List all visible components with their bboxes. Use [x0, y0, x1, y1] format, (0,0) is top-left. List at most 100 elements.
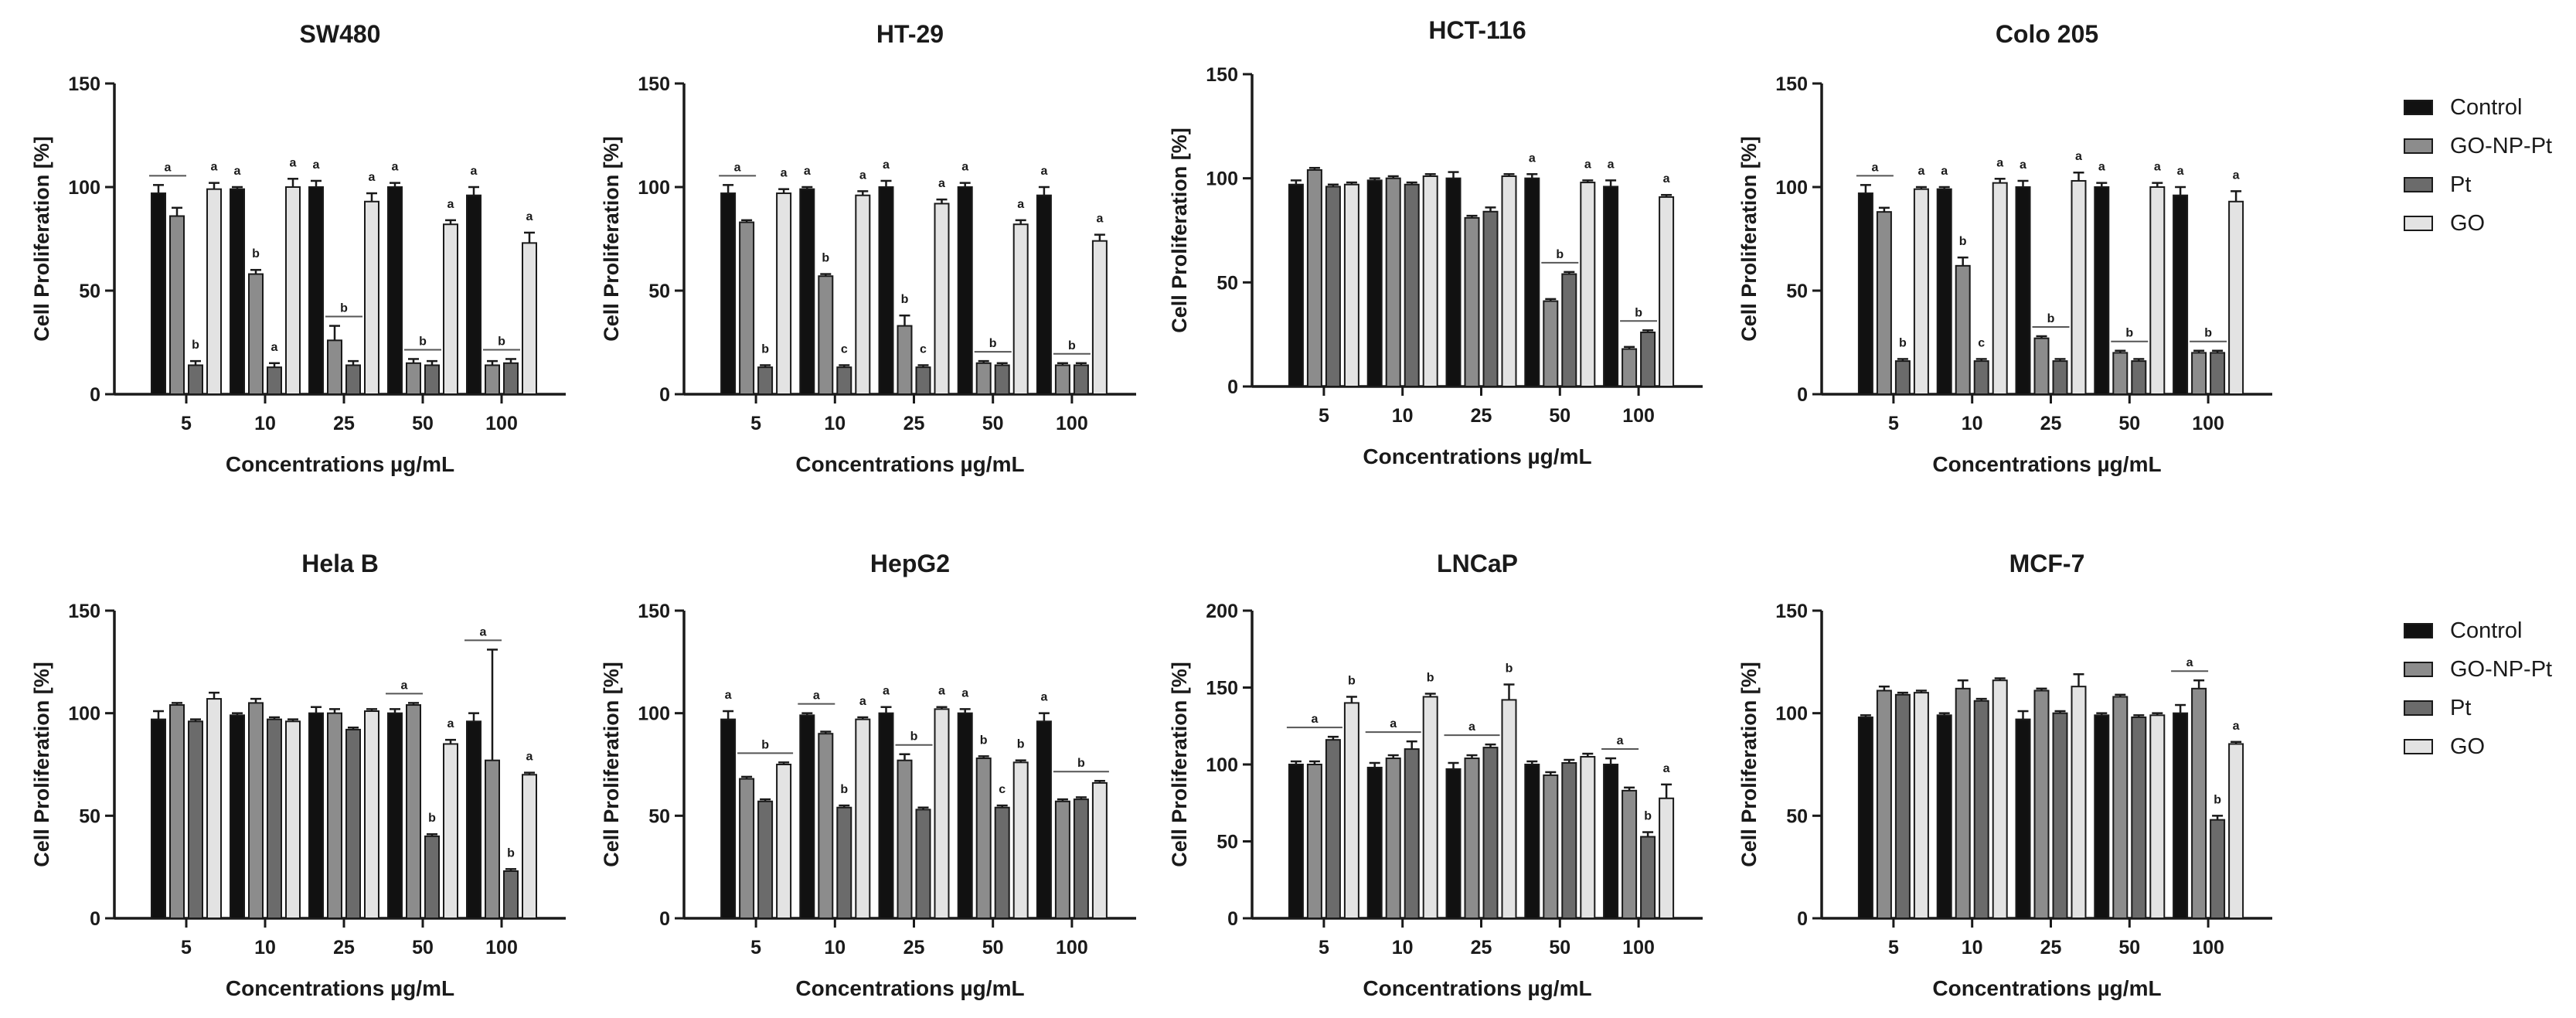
legend-top: Control GO-NP-Pt Pt GO	[2404, 91, 2570, 246]
bar-go	[443, 743, 458, 920]
x-tick-label: 25	[1471, 405, 1492, 427]
significance-letter: b	[428, 812, 436, 825]
legend-item-go: GO	[2404, 730, 2570, 769]
chart-title: SW480	[300, 20, 381, 48]
bar-pt	[2052, 360, 2068, 395]
significance-letter: b	[1068, 339, 1076, 352]
significance-letter: c	[1978, 336, 1985, 349]
legend-swatch-pt	[2404, 700, 2433, 716]
x-tick-label: 5	[750, 937, 761, 958]
chart-panel-hela-b: Hela B 0 50 100 150 Cell Proliferation [%] 5 10…	[30, 550, 566, 1000]
y-tick-label: 150	[68, 73, 100, 95]
bar-pt	[267, 718, 282, 919]
legend-item-pt: Pt	[2404, 169, 2570, 207]
bar-go	[1012, 223, 1029, 395]
x-tick-label: 5	[750, 413, 761, 434]
y-tick-label: 0	[1797, 908, 1808, 930]
y-tick-label: 100	[1206, 754, 1238, 776]
legend-swatch-go	[2404, 216, 2433, 231]
legend-swatch-go-np-pt	[2404, 138, 2433, 154]
x-tick-label: 25	[903, 413, 925, 434]
x-tick-label: 50	[2118, 937, 2140, 958]
significance-letter: b	[1635, 306, 1642, 319]
bar-control	[878, 186, 894, 395]
bar-go	[776, 192, 792, 395]
y-tick-label: 150	[1775, 73, 1808, 95]
significance-letter: a	[1096, 213, 1103, 226]
y-tick-label: 50	[1786, 805, 1808, 827]
significance-letter: b	[1959, 235, 1967, 248]
chart-title: HT-29	[876, 20, 944, 48]
bar-go-np-pt	[248, 702, 264, 920]
y-axis-label: Cell Proliferation [%]	[1168, 662, 1191, 867]
bar-go	[1913, 692, 1929, 920]
legend-label-pt: Pt	[2450, 696, 2472, 720]
significance-letter: a	[165, 161, 172, 174]
significance-letter: a	[211, 161, 218, 174]
bar-pt	[1561, 273, 1577, 387]
significance-letter: b	[192, 339, 199, 352]
significance-letter: a	[2075, 150, 2082, 163]
bar-go-np-pt	[1385, 758, 1401, 919]
bar-go	[2149, 186, 2166, 395]
y-tick-label: 50	[79, 805, 100, 827]
significance-letter: b	[1644, 810, 1652, 823]
x-tick-label: 25	[333, 937, 355, 958]
y-tick-label: 50	[1217, 832, 1238, 853]
significance-letter: a	[2177, 165, 2184, 178]
bar-control	[2015, 718, 2031, 919]
x-tick-label: 100	[2192, 413, 2224, 434]
x-tick-label: 100	[1622, 937, 1655, 958]
significance-letter: a	[401, 679, 408, 692]
x-axis-label: Concentrations µg/mL	[795, 976, 1024, 1000]
significance-letter: a	[1608, 158, 1615, 171]
y-tick-label: 50	[1786, 281, 1808, 302]
bar-control	[230, 188, 245, 395]
bar-control	[308, 186, 324, 395]
x-tick-label: 50	[412, 937, 434, 958]
bar-pt	[1482, 210, 1499, 388]
y-tick-label: 150	[638, 73, 670, 95]
significance-letter: b	[1899, 336, 1907, 349]
significance-letter: a	[526, 751, 533, 764]
significance-letter: b	[901, 293, 909, 306]
bar-control	[720, 718, 737, 919]
bar-control	[1288, 183, 1304, 387]
x-tick-label: 100	[1622, 405, 1655, 427]
bar-go-np-pt	[327, 712, 342, 920]
bar-go-np-pt	[739, 221, 755, 395]
bar-pt	[503, 362, 519, 395]
bar-go-np-pt	[897, 759, 913, 920]
legend-label-go-np-pt: GO-NP-Pt	[2450, 134, 2553, 158]
chart-panel-colo-205: Colo 205 0 50 100 150 Cell Proliferation [%] 5…	[1737, 20, 2272, 476]
bar-control	[1936, 714, 1952, 919]
bar-go-np-pt	[1543, 300, 1559, 387]
bar-go	[1012, 761, 1029, 920]
y-axis-label: Cell Proliferation [%]	[30, 136, 53, 342]
bar-control	[1524, 764, 1540, 919]
significance-letter: a	[1996, 156, 2003, 169]
bar-control	[1036, 720, 1052, 920]
y-tick-label: 100	[68, 177, 100, 199]
chart-title: Hela B	[301, 550, 379, 577]
y-tick-label: 150	[1775, 601, 1808, 622]
x-axis-label: Concentrations µg/mL	[226, 976, 454, 1000]
significance-letter: b	[761, 342, 769, 356]
bar-go-np-pt	[1464, 216, 1480, 387]
bar-go	[522, 242, 537, 395]
x-tick-label: 50	[412, 413, 434, 434]
bar-go	[285, 720, 301, 920]
significance-letter: a	[447, 198, 454, 211]
significance-letter: b	[340, 302, 348, 315]
x-tick-label: 10	[824, 937, 846, 958]
bar-pt	[188, 720, 203, 920]
x-tick-label: 5	[181, 413, 192, 434]
significance-letter: c	[999, 783, 1006, 796]
bar-go	[1659, 196, 1675, 387]
bar-control	[230, 714, 245, 919]
bar-pt	[757, 800, 774, 920]
x-axis-label: Concentrations µg/mL	[1932, 452, 2161, 476]
significance-letter: a	[961, 161, 968, 174]
bar-pt	[1973, 700, 1989, 919]
